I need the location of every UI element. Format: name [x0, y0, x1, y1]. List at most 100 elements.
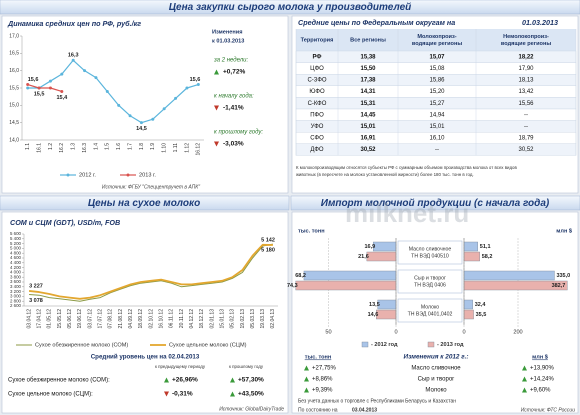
legend-label: - 2013 год — [437, 342, 464, 348]
y-tick-label: 14,0 — [9, 137, 19, 143]
table-note: К молокопроизводящим относятся субъекты … — [296, 165, 518, 170]
column-header: к прошлому году — [229, 364, 264, 369]
column-header: Территория — [301, 37, 334, 43]
x-tick-label: 16.3 — [82, 143, 88, 153]
table-cell: 15,38 — [360, 54, 376, 60]
data-point — [26, 83, 30, 87]
bar — [463, 309, 474, 320]
banner-bar — [290, 195, 580, 211]
arrow-down — [214, 141, 219, 147]
y-tick-label: 2 600 — [10, 303, 22, 308]
table-cell: 18,22 — [518, 54, 534, 60]
data-label: 14,6 — [368, 312, 379, 318]
x-tick-label: 19.02.13 — [240, 309, 246, 329]
x-tick-label: 16.12 — [196, 143, 202, 156]
change-value: +13,90% — [530, 366, 555, 372]
y-tick-label: 4 400 — [10, 260, 22, 265]
x-tick-label: 15.05.12 — [57, 309, 63, 329]
column-header: тыс. тонн — [305, 354, 332, 360]
data-label: 5 142 — [261, 237, 275, 243]
data-point — [60, 72, 64, 76]
change-label: за 2 недели: — [213, 58, 248, 64]
data-label: 15,6 — [28, 77, 39, 83]
legend-label: Сухое обезжиренное молоко (СОМ) — [35, 342, 128, 348]
table-cell: 16,10 — [429, 136, 445, 142]
legend-label: Сухое цельное молоко (СЦМ) — [169, 342, 247, 348]
data-label: 335,0 — [556, 273, 570, 279]
table-cell: 15,08 — [429, 66, 445, 72]
table-cell: УФО — [311, 124, 324, 130]
arrow-up — [230, 391, 235, 397]
column-header: водящие регионы — [501, 41, 551, 47]
table-cell: -- — [524, 112, 528, 118]
change-value: +27,75% — [312, 366, 337, 372]
bar — [463, 241, 478, 252]
data-point — [139, 121, 143, 125]
table-cell: 17,38 — [360, 78, 376, 84]
x-tick-label: 1.8 — [139, 143, 145, 150]
x-tick-label: 1.9 — [150, 143, 156, 150]
change-label: к началу года: — [214, 94, 254, 100]
category-label: ТН ВЭД 0401,0402 — [408, 311, 453, 317]
arrow-down — [214, 105, 219, 111]
table-cell: ДФО — [310, 147, 323, 153]
data-point — [105, 89, 109, 93]
y-tick-label: 4 200 — [10, 265, 22, 270]
table-cell: 14,31 — [360, 89, 376, 95]
data-label: 3 078 — [29, 298, 43, 304]
bar — [463, 270, 555, 281]
table-title: Средние цены по Федеральным округам на — [298, 18, 455, 27]
y-tick-label: 4 000 — [10, 270, 22, 275]
legend-swatch — [427, 341, 435, 348]
x-tick-label: 05.06.12 — [67, 309, 73, 329]
source: Источник: ФТС России — [521, 407, 575, 413]
row-label: Сыр и творог — [418, 377, 456, 383]
x-tick-label: 0 — [462, 329, 465, 335]
x-tick-label: 03.04.12 — [26, 309, 32, 329]
series-line — [27, 83, 62, 93]
change-value: +57,30% — [238, 377, 264, 384]
category-box — [397, 298, 463, 323]
category-label: Сыр и творог — [414, 275, 446, 281]
bar — [372, 241, 397, 252]
row-label: Сухое цельное молоко (СЦМ): — [8, 392, 93, 398]
data-point — [162, 107, 166, 111]
data-point — [48, 79, 52, 83]
table-cell: 15,07 — [429, 54, 445, 60]
x-tick-label: 15.01.13 — [219, 309, 225, 329]
data-label: 16,9 — [364, 244, 375, 250]
x-tick-label: 16.1 — [36, 143, 42, 153]
bar — [463, 251, 480, 262]
table-cell: -- — [524, 124, 528, 130]
x-tick-label: 0 — [394, 329, 397, 335]
data-label: 15,6 — [190, 77, 201, 83]
column-header: млн $ — [532, 354, 549, 360]
data-point — [128, 114, 132, 118]
x-tick-label: 01.05.12 — [47, 309, 53, 329]
y-tick-label: 3 000 — [10, 294, 22, 299]
legend-marker — [126, 173, 130, 177]
table-cell: -- — [435, 147, 439, 153]
table-cell: 30,52 — [518, 147, 534, 153]
category-box — [397, 269, 463, 294]
panel — [1, 211, 289, 414]
source: Источник: ФГБУ "Спеццентручет в АПК" — [102, 184, 200, 190]
x-tick-label: 1.10 — [162, 143, 168, 153]
arrow-down — [164, 391, 169, 397]
x-tick-label: 04.12.12 — [189, 309, 195, 329]
y-tick-label: 3 600 — [10, 279, 22, 284]
x-tick-label: 05.03.13 — [250, 309, 256, 329]
change-value: -0,31% — [172, 391, 193, 398]
x-tick-label: 1.11 — [173, 143, 179, 153]
table-note: животных (в пересчете на молоко установл… — [296, 172, 474, 177]
category-label: ТН ВЭД 040510 — [411, 253, 449, 259]
category-label: Масло сливочное — [409, 246, 452, 252]
arrow-up — [304, 376, 309, 382]
data-label: 21,6 — [358, 254, 369, 260]
category-label: Молоко — [421, 304, 439, 310]
column-header: водящие регионы — [412, 41, 462, 47]
table-cell: ПФО — [310, 112, 324, 118]
table-cell: 14,94 — [429, 112, 445, 118]
legend-label: - 2012 год — [371, 342, 398, 348]
